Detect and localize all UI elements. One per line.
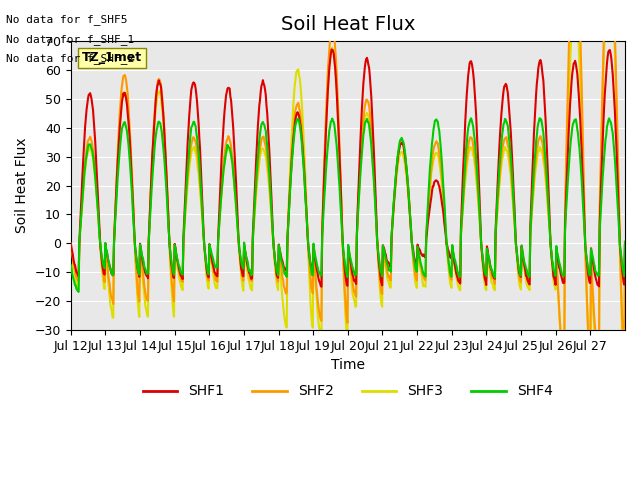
Text: TZ_1met: TZ_1met xyxy=(82,51,142,64)
Text: No data for f_SHF_2: No data for f_SHF_2 xyxy=(6,53,134,64)
Text: No data for f_SHF_1: No data for f_SHF_1 xyxy=(6,34,134,45)
Text: No data for f_SHF5: No data for f_SHF5 xyxy=(6,14,128,25)
Legend: SHF1, SHF2, SHF3, SHF4: SHF1, SHF2, SHF3, SHF4 xyxy=(137,379,559,404)
Y-axis label: Soil Heat Flux: Soil Heat Flux xyxy=(15,138,29,233)
Title: Soil Heat Flux: Soil Heat Flux xyxy=(280,15,415,34)
X-axis label: Time: Time xyxy=(331,359,365,372)
